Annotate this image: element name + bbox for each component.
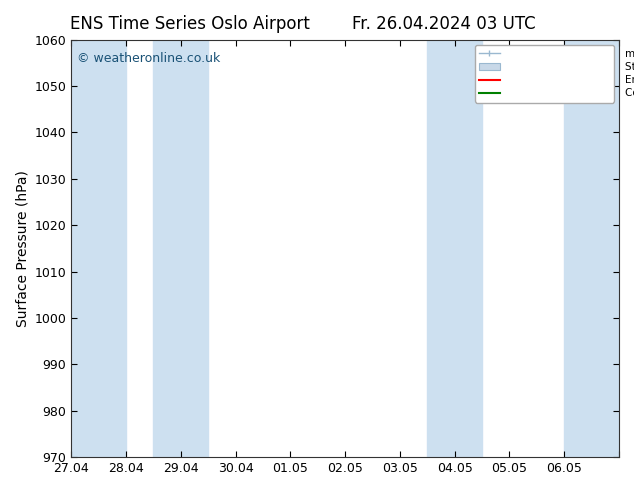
Text: Fr. 26.04.2024 03 UTC: Fr. 26.04.2024 03 UTC	[352, 15, 536, 33]
Text: © weatheronline.co.uk: © weatheronline.co.uk	[77, 52, 220, 65]
Text: ENS Time Series Oslo Airport: ENS Time Series Oslo Airport	[70, 15, 310, 33]
Legend: min/max, Standard deviation, Ensemble mean run, Controll run: min/max, Standard deviation, Ensemble me…	[475, 45, 614, 102]
Bar	[153, 40, 208, 457]
Y-axis label: Surface Pressure (hPa): Surface Pressure (hPa)	[15, 170, 29, 327]
Bar	[564, 40, 619, 457]
Bar	[427, 40, 482, 457]
Bar	[71, 40, 126, 457]
